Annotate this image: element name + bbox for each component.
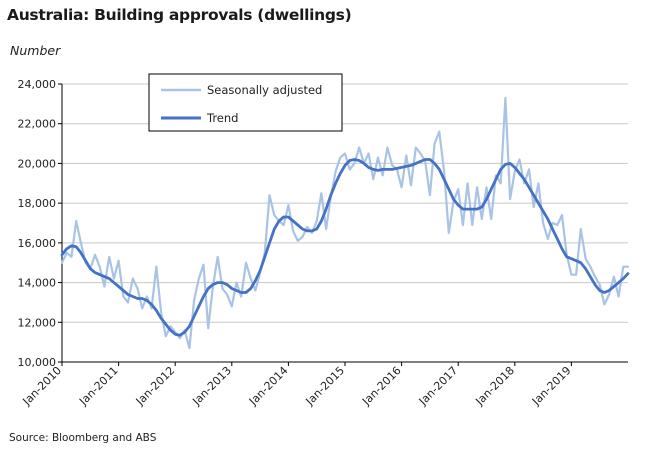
x-tick-label: Jan-2013	[189, 364, 233, 408]
series-lines	[60, 96, 630, 350]
gridlines	[62, 83, 628, 323]
x-tick-label: Jan-2014	[246, 364, 290, 408]
x-tick-label: Jan-2010	[20, 364, 64, 408]
x-tick-label: Jan-2018	[472, 364, 516, 408]
y-tick-label: 20,000	[18, 157, 57, 170]
x-tick-label: Jan-2019	[529, 364, 573, 408]
legend-label-trend: Trend	[206, 111, 238, 125]
y-tick-label: 14,000	[18, 277, 57, 290]
y-axis-label: Number	[10, 43, 61, 58]
legend-label-seasonally-adjusted: Seasonally adjusted	[207, 83, 322, 97]
x-tick-label: Jan-2017	[416, 364, 460, 408]
y-tick-label: 16,000	[18, 237, 57, 250]
x-axis-ticks: Jan-2010 Jan-2011 Jan-2012 Jan-2013 Jan-2014…	[20, 362, 574, 408]
y-tick-label: 18,000	[18, 197, 57, 210]
source-note: Source: Bloomberg and ABS	[9, 432, 157, 444]
y-tick-label: 12,000	[18, 316, 57, 329]
legend-box	[148, 73, 343, 132]
y-tick-label: 24,000	[18, 78, 57, 91]
x-tick-label: Jan-2015	[303, 364, 347, 408]
series-line-trend	[60, 158, 630, 337]
y-tick-label: 10,000	[18, 356, 57, 369]
series-line-seasonally-adjusted	[60, 96, 630, 350]
x-tick-label: Jan-2012	[133, 364, 177, 408]
x-tick-label: Jan-2011	[76, 364, 120, 408]
chart-title: Australia: Building approvals (dwellings…	[7, 6, 352, 24]
y-tick-label: 22,000	[18, 118, 57, 131]
x-tick-label: Jan-2016	[359, 364, 403, 408]
legend: Seasonally adjusted Trend	[148, 73, 343, 132]
y-axis-ticks: 10,000 12,000 14,000 16,000 18,000 20,000 22,0…	[18, 78, 62, 369]
